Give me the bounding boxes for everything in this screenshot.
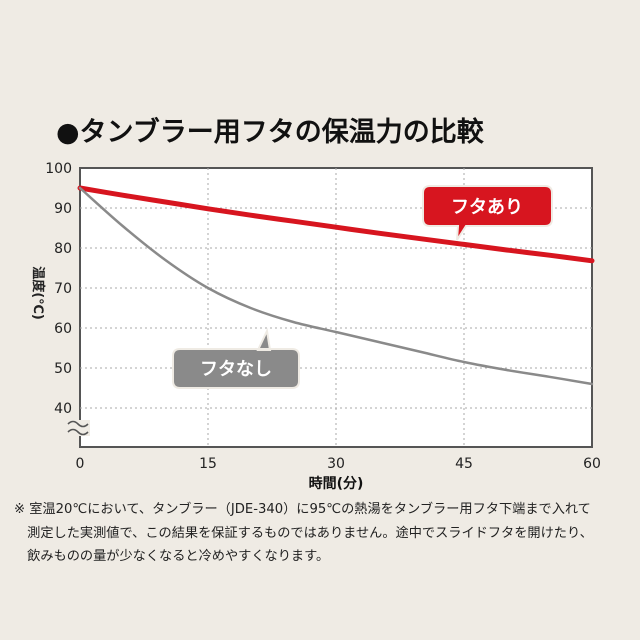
x-tick-label: 30: [327, 456, 345, 472]
y-tick-label: 40: [54, 401, 72, 417]
axis-break-mark-lower: [67, 428, 89, 436]
chart-title: ●タンブラー用フタの保温力の比較: [56, 116, 485, 148]
series-lines: [77, 185, 595, 386]
footnote-line-1: ※ 室温20℃において、タンブラー（JDE-340）に95℃の熱湯をタンブラー用…: [14, 502, 591, 517]
series-line-lid-on: [77, 185, 595, 264]
y-tick-label: 100: [45, 161, 72, 177]
y-tick-label: 70: [54, 281, 72, 297]
footnote: ※ 室温20℃において、タンブラー（JDE-340）に95℃の熱湯をタンブラー用…: [14, 498, 629, 569]
x-tick-label: 0: [76, 456, 85, 472]
axis-break: [67, 420, 90, 436]
y-axis-label: 温度(℃): [30, 266, 46, 320]
callout-lid-off-bubble: [172, 327, 300, 389]
legend-callout-lid-on: フタあり: [422, 185, 553, 241]
footnote-line-3: 飲みものの量が少なくなると冷めやすくなります。: [14, 549, 330, 564]
x-tick-labels: 0 15 30 45 60: [76, 456, 601, 472]
series-line-lid-off: [78, 186, 594, 386]
y-tick-label: 90: [54, 201, 72, 217]
x-tick-label: 45: [455, 456, 473, 472]
x-tick-label: 60: [583, 456, 601, 472]
y-tick-label: 50: [54, 361, 72, 377]
footnote-line-2: 測定した実測値で、この結果を保証するものではありません。途中でスライドフタを開け…: [14, 525, 593, 541]
x-tick-label: 15: [199, 456, 217, 472]
x-axis-label: 時間(分): [309, 475, 364, 492]
axis-break-gap: [70, 420, 90, 436]
legend-callout-lid-off: フタなし: [172, 327, 300, 389]
callout-lid-on-label: フタあり: [451, 197, 523, 218]
axis-break-mark-upper: [67, 420, 89, 428]
y-tick-label: 80: [54, 241, 72, 257]
y-axis-label-text: 温度(℃): [30, 266, 46, 320]
y-tick-labels: 40 50 60 70 80 90 100: [45, 161, 72, 417]
callout-lid-off-label: フタなし: [200, 359, 272, 380]
callout-lid-on-bubble: [422, 185, 553, 241]
y-tick-label: 60: [54, 321, 72, 337]
